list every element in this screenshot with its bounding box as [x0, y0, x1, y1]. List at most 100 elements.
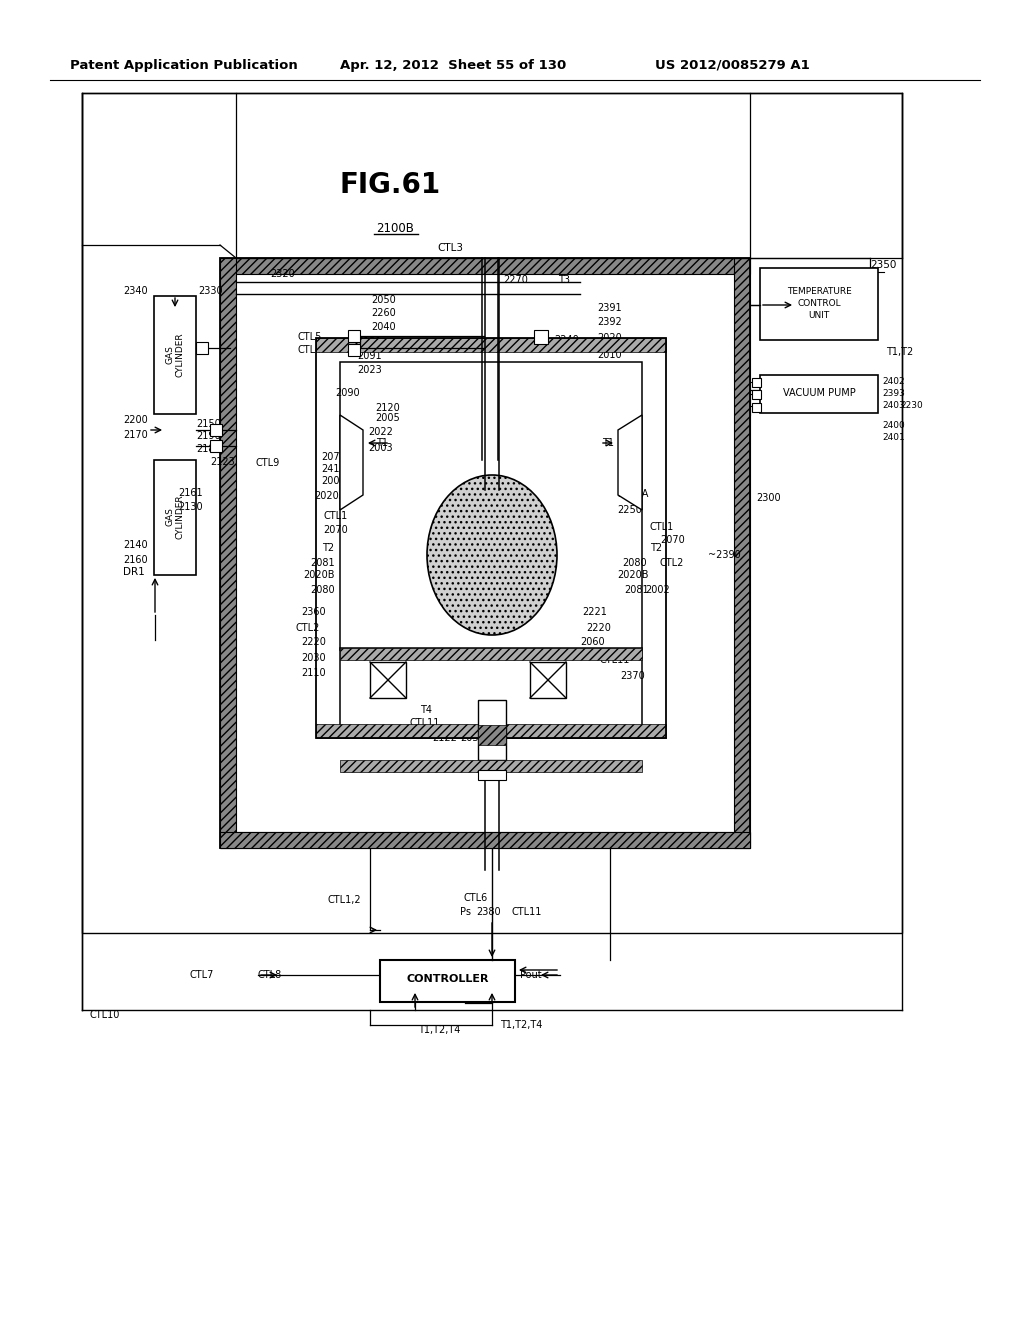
Text: 2040: 2040 [372, 322, 396, 333]
Bar [340, 362, 642, 649]
Bar [236, 275, 734, 832]
Text: 2401: 2401 [882, 433, 905, 441]
Text: 2020A: 2020A [314, 491, 346, 502]
Text: 2150: 2150 [196, 418, 221, 429]
Text: CTL5: CTL5 [298, 333, 322, 342]
Text: 2270: 2270 [503, 275, 528, 285]
Bar [220, 257, 750, 847]
Text: 2071: 2071 [322, 451, 346, 462]
Text: 2070: 2070 [324, 525, 348, 535]
Bar [316, 352, 666, 723]
Bar [210, 440, 222, 451]
Text: T3: T3 [558, 275, 570, 285]
Bar [220, 832, 750, 847]
Bar [752, 378, 761, 387]
Text: 2090: 2090 [336, 388, 360, 399]
Bar [752, 403, 761, 412]
Text: Ps: Ps [460, 907, 471, 917]
Text: 2022: 2022 [368, 426, 393, 437]
Bar [752, 389, 761, 399]
Text: 2010: 2010 [597, 350, 622, 360]
Text: CTL6: CTL6 [463, 894, 487, 903]
Text: 2023: 2023 [357, 366, 382, 375]
Text: 2020A: 2020A [617, 488, 648, 499]
Text: 2200: 2200 [123, 414, 148, 425]
Text: 2410: 2410 [322, 465, 346, 474]
Text: 2123: 2123 [210, 457, 234, 467]
Text: T1,T2,T4: T1,T2,T4 [500, 1020, 543, 1030]
Text: 2161: 2161 [178, 488, 203, 498]
Text: Patent Application Publication: Patent Application Publication [70, 58, 298, 71]
Bar [154, 296, 196, 414]
Text: T2: T2 [322, 543, 334, 553]
Text: 2240: 2240 [554, 335, 579, 345]
Text: 2021: 2021 [618, 465, 643, 475]
Text: CTL11: CTL11 [600, 655, 631, 665]
Bar [380, 960, 515, 1002]
Text: CTL1,2: CTL1,2 [328, 895, 361, 906]
Text: US 2012/0085279 A1: US 2012/0085279 A1 [655, 58, 810, 71]
Text: 2360: 2360 [301, 607, 326, 616]
Text: 2020B: 2020B [303, 570, 335, 579]
Bar [82, 92, 902, 933]
Text: 2402: 2402 [882, 378, 904, 387]
Text: 2230: 2230 [900, 400, 923, 409]
Bar [340, 648, 642, 660]
Text: 2031: 2031 [460, 733, 484, 743]
Ellipse shape [427, 475, 557, 635]
Text: 2400: 2400 [882, 421, 905, 429]
Bar [316, 338, 666, 352]
Text: Apr. 12, 2012  Sheet 55 of 130: Apr. 12, 2012 Sheet 55 of 130 [340, 58, 566, 71]
Text: 2393: 2393 [882, 388, 905, 397]
Text: 2070: 2070 [660, 535, 685, 545]
Bar [210, 424, 222, 436]
Bar [340, 648, 642, 738]
Text: CTL2: CTL2 [660, 558, 684, 568]
Text: 2030: 2030 [301, 653, 326, 663]
Text: T1: T1 [376, 438, 388, 447]
Text: 2122: 2122 [432, 733, 457, 743]
Text: GAS
CYLINDER: GAS CYLINDER [165, 495, 184, 540]
Text: 2071: 2071 [618, 451, 643, 462]
Text: FIG.61: FIG.61 [339, 172, 440, 199]
Text: 2160: 2160 [123, 554, 148, 565]
Text: TEMPERATURE: TEMPERATURE [786, 286, 851, 296]
Text: 2091: 2091 [357, 351, 382, 360]
Text: 2250: 2250 [617, 506, 642, 515]
Text: CTL7: CTL7 [190, 970, 214, 979]
Text: 2005: 2005 [375, 413, 400, 422]
Bar [370, 663, 406, 698]
Text: 2170: 2170 [123, 430, 148, 440]
Text: 2220: 2220 [586, 623, 611, 634]
Text: CTL8: CTL8 [258, 970, 283, 979]
Text: 2391: 2391 [597, 304, 622, 313]
Text: 2020: 2020 [597, 333, 622, 343]
Bar [760, 375, 878, 413]
Text: 2330: 2330 [198, 286, 222, 296]
Text: T1,T2,T4: T1,T2,T4 [418, 1026, 461, 1035]
Text: 2392: 2392 [597, 317, 622, 327]
Bar [220, 832, 750, 847]
Text: 2190: 2190 [196, 432, 220, 441]
Bar [734, 257, 750, 847]
Text: 2221: 2221 [582, 607, 607, 616]
Bar [530, 663, 566, 698]
Text: CTL3: CTL3 [437, 243, 463, 253]
Text: 2320: 2320 [270, 269, 295, 279]
Bar [154, 459, 196, 576]
Bar [220, 257, 750, 275]
Text: 2340: 2340 [123, 286, 148, 296]
Text: 2020B: 2020B [617, 570, 648, 579]
Text: 2080: 2080 [310, 585, 335, 595]
Text: 2050: 2050 [372, 294, 396, 305]
Text: 2121: 2121 [357, 337, 382, 347]
Text: CTL4: CTL4 [298, 345, 322, 355]
Text: CONTROLLER: CONTROLLER [407, 974, 488, 983]
Text: 2380: 2380 [476, 907, 501, 917]
Text: T1,T2: T1,T2 [886, 347, 913, 356]
Bar [348, 345, 360, 356]
Bar [534, 330, 548, 345]
Text: 2350: 2350 [870, 260, 896, 271]
Text: UNIT: UNIT [808, 310, 829, 319]
Text: 2001: 2001 [322, 477, 346, 486]
